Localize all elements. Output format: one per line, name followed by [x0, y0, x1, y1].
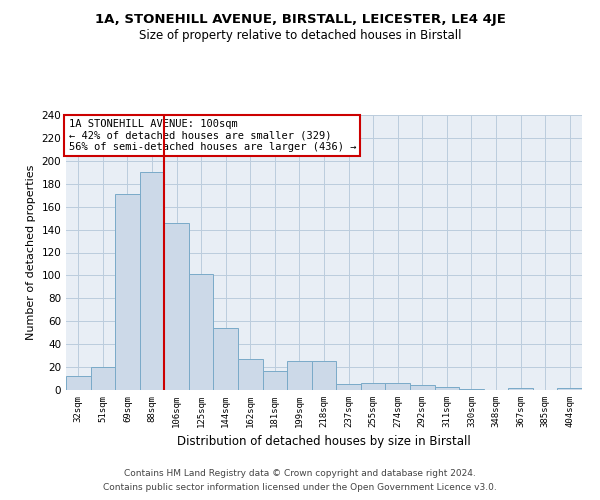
Bar — [263, 370, 287, 390]
Bar — [410, 386, 434, 390]
Bar — [385, 383, 410, 390]
Bar — [459, 389, 484, 390]
Bar — [164, 222, 189, 390]
Bar — [336, 384, 361, 390]
Bar — [214, 328, 238, 390]
Bar — [140, 172, 164, 390]
Text: Contains HM Land Registry data © Crown copyright and database right 2024.: Contains HM Land Registry data © Crown c… — [124, 468, 476, 477]
Bar — [91, 367, 115, 390]
Text: Contains public sector information licensed under the Open Government Licence v3: Contains public sector information licen… — [103, 484, 497, 492]
Bar — [66, 376, 91, 390]
Bar — [287, 362, 312, 390]
Bar — [361, 383, 385, 390]
Bar — [115, 194, 140, 390]
X-axis label: Distribution of detached houses by size in Birstall: Distribution of detached houses by size … — [177, 436, 471, 448]
Bar — [557, 388, 582, 390]
Bar — [508, 388, 533, 390]
Text: Size of property relative to detached houses in Birstall: Size of property relative to detached ho… — [139, 29, 461, 42]
Bar — [434, 386, 459, 390]
Text: 1A STONEHILL AVENUE: 100sqm
← 42% of detached houses are smaller (329)
56% of se: 1A STONEHILL AVENUE: 100sqm ← 42% of det… — [68, 119, 356, 152]
Bar — [312, 362, 336, 390]
Y-axis label: Number of detached properties: Number of detached properties — [26, 165, 36, 340]
Bar — [238, 359, 263, 390]
Text: 1A, STONEHILL AVENUE, BIRSTALL, LEICESTER, LE4 4JE: 1A, STONEHILL AVENUE, BIRSTALL, LEICESTE… — [95, 12, 505, 26]
Bar — [189, 274, 214, 390]
